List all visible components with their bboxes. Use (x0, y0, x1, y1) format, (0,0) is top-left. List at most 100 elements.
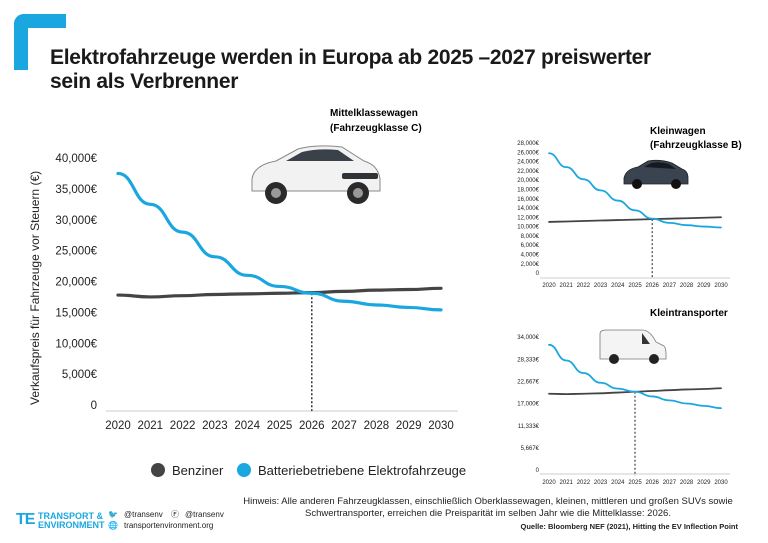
chart-title: Kleinwagen (650, 126, 706, 137)
y-tick-label: 20,000€ (55, 277, 97, 289)
logo-mark: TE (16, 511, 35, 528)
x-tick-label: 2027 (663, 480, 677, 486)
y-tick-label: 5,000€ (62, 369, 98, 381)
chart-subtitle: (Fahrzeugklasse B) (650, 140, 742, 151)
y-tick-label: 14,000€ (517, 206, 539, 212)
x-tick-label: 2023 (594, 480, 608, 486)
y-tick-label: 24,000€ (517, 160, 539, 166)
y-tick-label: 2,000€ (521, 262, 540, 268)
y-tick-label: 0 (91, 400, 97, 412)
chart-kleintransporter: Kleintransporter 0 5,667€ 11,333€ 17,000€ 22… (517, 308, 730, 486)
x-tick-label: 2027 (331, 420, 357, 432)
legend-label-petrol: Benziner (172, 463, 224, 478)
x-tick-label: 2024 (611, 283, 625, 289)
y-tick-label: 8,000€ (521, 234, 540, 240)
series-line-ev (548, 343, 722, 410)
x-tick-label: 2026 (299, 420, 325, 432)
chart-subtitle: (Fahrzeugklasse C) (330, 123, 422, 134)
series-line-ev (548, 152, 722, 229)
y-tick-label: 35,000€ (55, 184, 97, 196)
title-line-1: Elektrofahrzeuge werden in Europa ab 202… (50, 46, 651, 69)
y-tick-label: 40,000€ (55, 153, 97, 165)
y-tick-label: 22,667€ (517, 379, 539, 385)
y-tick-label: 20,000€ (517, 178, 539, 184)
y-tick-label: 25,000€ (55, 246, 97, 258)
x-tick-label: 2020 (542, 283, 556, 289)
x-tick-label: 2026 (646, 283, 660, 289)
chart-title: Mittelklassewagen (330, 108, 418, 119)
x-tick-label: 2024 (611, 480, 625, 486)
x-tick-label: 2029 (697, 283, 711, 289)
x-tick-label: 2028 (364, 420, 390, 432)
x-tick-label: 2021 (138, 420, 164, 432)
y-tick-label: 34,000€ (517, 335, 539, 341)
title-line-2: sein als Verbrenner (50, 70, 239, 93)
legend-label-ev: Batteriebetriebene Elektrofahrzeuge (258, 463, 466, 478)
x-tick-label: 2029 (697, 480, 711, 486)
y-tick-label: 12,000€ (517, 215, 539, 221)
y-tick-label: 6,000€ (521, 243, 540, 249)
y-tick-label: 17,000€ (517, 402, 539, 408)
series-line-petrol (548, 216, 722, 223)
facebook-handle[interactable]: @transenv (185, 510, 224, 519)
y-tick-label: 15,000€ (55, 307, 97, 319)
x-tick-label: 2021 (560, 480, 574, 486)
x-tick-label: 2028 (680, 283, 694, 289)
x-tick-label: 2024 (234, 420, 260, 432)
car-sedan-icon (251, 145, 381, 204)
y-tick-label: 30,000€ (55, 215, 97, 227)
legend-marker-petrol (151, 463, 165, 477)
logo-line-2: ENVIRONMENT (38, 520, 105, 530)
page-title: Elektrofahrzeuge werden in Europa ab 202… (50, 46, 730, 94)
globe-icon: 🌐 (108, 521, 118, 530)
x-tick-label: 2025 (628, 480, 642, 486)
x-tick-label: 2027 (663, 283, 677, 289)
y-tick-label: 28,333€ (517, 357, 539, 363)
chart-kleinwagen: Kleinwagen (Fahrzeugklasse B) 0 2,000€ 4,0… (517, 126, 741, 289)
x-tick-label: 2021 (560, 283, 574, 289)
x-tick-label: 2022 (170, 420, 196, 432)
y-tick-label: 26,000€ (517, 150, 539, 156)
series-line-ev (116, 171, 443, 312)
x-tick-label: 2026 (646, 480, 660, 486)
chart-mittelklasse: Mittelklassewagen (Fahrzeugklasse C) Ver… (28, 108, 458, 432)
series-line-petrol (116, 286, 443, 299)
x-tick-label: 2025 (628, 283, 642, 289)
y-tick-label: 4,000€ (521, 253, 540, 259)
y-tick-label: 10,000€ (517, 225, 539, 231)
y-tick-label: 18,000€ (517, 188, 539, 194)
x-tick-label: 2030 (714, 283, 728, 289)
x-tick-label: 2029 (396, 420, 422, 432)
x-tick-label: 2028 (680, 480, 694, 486)
social-links: 🐦 @transenv Ⓕ @transenv 🌐 transportenvironm… (108, 509, 230, 531)
x-tick-label: 2022 (577, 480, 591, 486)
y-tick-label: 28,000€ (517, 141, 539, 147)
corner-accent (14, 14, 66, 70)
logo-wordmark: TRANSPORT & ENVIRONMENT (38, 512, 105, 530)
y-tick-label: 0 (536, 468, 540, 474)
x-tick-label: 2020 (542, 480, 556, 486)
website-link[interactable]: transportenvironment.org (123, 521, 214, 530)
y-tick-label: 0 (536, 271, 540, 277)
x-tick-label: 2030 (714, 480, 728, 486)
y-tick-label: 11,333€ (518, 424, 540, 430)
source-note: Quelle: Bloomberg NEF (2021), Hitting th… (520, 522, 738, 531)
x-tick-label: 2020 (105, 420, 131, 432)
y-tick-label: 10,000€ (55, 338, 97, 350)
y-tick-label: 22,000€ (517, 169, 539, 175)
chart-title: Kleintransporter (650, 308, 728, 319)
x-tick-label: 2023 (594, 283, 608, 289)
legend-marker-ev (237, 463, 251, 477)
legend: Benziner Batteriebetriebene Elektrofahrz… (151, 463, 466, 478)
logo-line-1: TRANSPORT & (38, 511, 103, 521)
y-tick-label: 5,667€ (521, 446, 540, 452)
twitter-handle[interactable]: @transenv (123, 510, 163, 519)
twitter-icon: 🐦 (108, 510, 118, 519)
van-icon (599, 329, 667, 364)
y-tick-label: 16,000€ (517, 197, 539, 203)
x-tick-label: 2022 (577, 283, 591, 289)
footnote: Hinweis: Alle anderen Fahrzeugklassen, e… (243, 496, 733, 519)
x-tick-label: 2023 (202, 420, 228, 432)
facebook-icon: Ⓕ (171, 510, 180, 519)
te-logo: TE TRANSPORT & ENVIRONMENT (16, 511, 105, 531)
